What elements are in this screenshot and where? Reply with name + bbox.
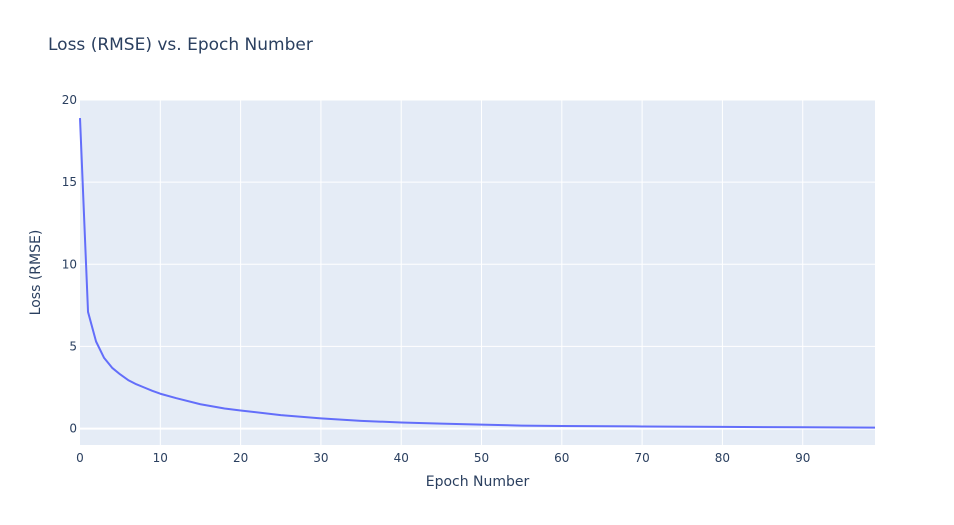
- x-tick-label: 80: [715, 451, 730, 465]
- y-tick-label: 20: [62, 93, 77, 107]
- plot-area: [80, 100, 875, 445]
- series-line-loss: [79, 118, 876, 429]
- chart-title: Loss (RMSE) vs. Epoch Number: [48, 35, 313, 55]
- y-tick-label: 15: [62, 175, 77, 189]
- x-tick-label: 20: [233, 451, 248, 465]
- y-tick-label: 0: [69, 422, 77, 436]
- x-tick-label: 30: [313, 451, 328, 465]
- x-axis-title: Epoch Number: [426, 474, 530, 490]
- x-tick-label: 0: [76, 451, 84, 465]
- grid-lines: [80, 99, 875, 445]
- y-axis-title: Loss (RMSE): [28, 230, 44, 316]
- x-tick-label: 60: [554, 451, 569, 465]
- x-tick-label: 40: [394, 451, 409, 465]
- x-tick-label: 90: [795, 451, 810, 465]
- x-tick-label: 50: [474, 451, 489, 465]
- y-tick-label: 10: [62, 257, 77, 271]
- x-axis-ticks: 0 10 20 30 40 50 60 70 80 90: [76, 451, 810, 465]
- y-axis-ticks: 0 5 10 15 20: [62, 93, 77, 436]
- series-layer: [79, 118, 876, 429]
- x-tick-label: 10: [153, 451, 168, 465]
- x-tick-label: 70: [634, 451, 649, 465]
- y-tick-label: 5: [69, 339, 77, 353]
